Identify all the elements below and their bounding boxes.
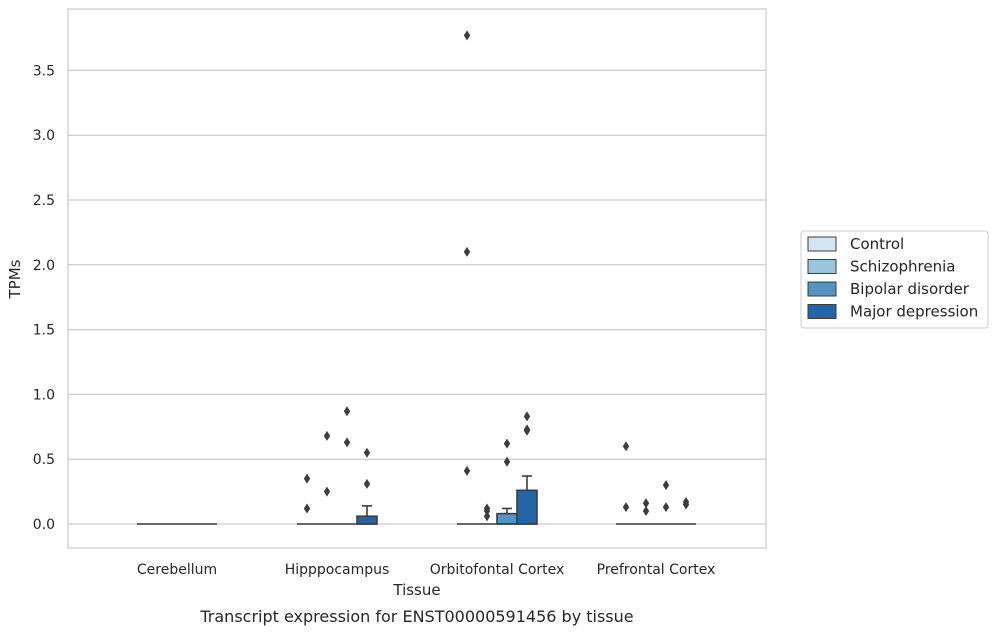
box-group	[676, 496, 696, 525]
legend-label: Major depression	[850, 303, 978, 321]
outlier-point	[483, 511, 491, 522]
box-group	[496, 438, 518, 525]
legend: Control Schizophrenia Bipolar disorder Majo…	[800, 230, 989, 329]
outlier-point	[503, 456, 511, 467]
legend-label: Control	[850, 235, 904, 253]
outlier-point	[303, 503, 311, 514]
outlier-point	[662, 480, 670, 491]
x-tick-label: Prefrontal Cortex	[597, 562, 716, 578]
box-group	[636, 498, 656, 525]
outlier-point	[343, 406, 351, 417]
x-tick-label: Cerebellum	[137, 562, 217, 578]
outlier-point	[642, 506, 650, 517]
legend-swatch	[807, 236, 837, 252]
legend-label: Schizophrenia	[850, 258, 955, 276]
legend-frame	[800, 230, 989, 329]
box-group	[297, 473, 317, 525]
x-tick-label: Orbitofontal Cortex	[430, 562, 565, 578]
y-tick-label: 2.5	[33, 193, 55, 209]
x-axis-label: Tissue	[392, 581, 440, 599]
y-tick-label: 1.0	[33, 387, 55, 403]
y-axis-label: TPMs	[6, 259, 24, 299]
outlier-point	[682, 499, 690, 510]
outlier-point	[523, 425, 531, 436]
x-tick-label: Hipppocampus	[285, 562, 390, 578]
box	[516, 489, 538, 525]
y-tick-label: 0.5	[33, 452, 55, 468]
chart-caption: Transcript expression for ENST0000059145…	[199, 607, 633, 626]
y-tick-label: 2.0	[33, 258, 55, 274]
y-tick-labels: 0.0 0.5 1.0 1.5 2.0 2.5 3.0 3.5	[33, 63, 55, 533]
box-group	[477, 503, 497, 525]
outlier-point	[463, 246, 471, 257]
box-group	[356, 447, 378, 525]
box	[356, 515, 378, 525]
outlier-point	[662, 502, 670, 513]
box-group	[457, 30, 477, 525]
gridlines	[68, 69, 766, 525]
outlier-point	[483, 506, 491, 517]
outlier-point	[622, 502, 630, 513]
outlier-point	[642, 498, 650, 509]
box-group	[516, 411, 538, 525]
box-layer	[137, 30, 696, 525]
outlier-point	[343, 437, 351, 448]
outlier-point	[523, 411, 531, 422]
box	[496, 512, 518, 525]
outlier-point	[622, 441, 630, 452]
outlier-point	[363, 478, 371, 489]
legend-swatch	[807, 259, 837, 274]
y-tick-label: 3.0	[33, 128, 55, 144]
outlier-point	[323, 486, 331, 497]
box-group	[656, 480, 676, 525]
plot-frame	[67, 8, 767, 549]
outlier-point	[303, 473, 311, 484]
box-group	[616, 441, 636, 525]
x-tick-labels: Cerebellum Hipppocampus Orbitofontal Corte…	[137, 562, 715, 578]
legend-label: Bipolar disorder	[850, 280, 970, 298]
y-tick-label: 0.0	[33, 517, 55, 533]
y-tick-label: 3.5	[33, 63, 55, 79]
box-group	[337, 406, 357, 525]
outlier-point	[463, 465, 471, 476]
y-tick-label: 1.5	[33, 323, 55, 339]
box-group	[317, 430, 337, 525]
outlier-point	[463, 30, 471, 41]
legend-swatch	[807, 281, 837, 297]
legend-swatch	[807, 304, 837, 319]
outlier-point	[503, 438, 511, 449]
outlier-point	[363, 447, 371, 458]
outlier-point	[323, 430, 331, 441]
